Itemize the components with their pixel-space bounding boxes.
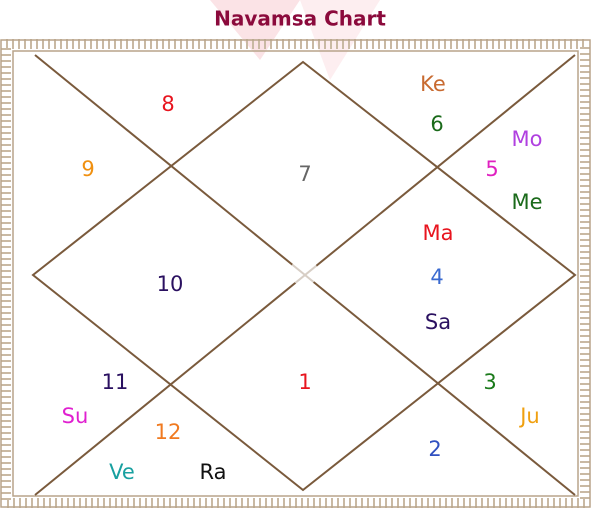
- chart-title: Navamsa Chart: [214, 7, 386, 31]
- planet: Ra: [200, 460, 227, 484]
- navamsa-chart: Navamsa Chart 7 8 9 10 11 12 1 2 3 4 5 6…: [0, 0, 591, 509]
- sign: 12: [155, 420, 182, 444]
- sign: 11: [102, 370, 129, 394]
- planet: Me: [511, 190, 542, 214]
- sign: 4: [430, 265, 443, 289]
- sign: 3: [483, 370, 496, 394]
- sign: 9: [81, 157, 94, 181]
- sign: 6: [430, 112, 443, 136]
- sign: 1: [298, 370, 311, 394]
- sign: 10: [157, 272, 184, 296]
- center-glow: [290, 258, 318, 286]
- sign: 7: [298, 162, 311, 186]
- sign: 2: [428, 437, 441, 461]
- planet: Ve: [109, 460, 135, 484]
- planet: Sa: [425, 310, 451, 334]
- planet: Mo: [512, 127, 543, 151]
- sign: 5: [485, 157, 498, 181]
- planet: Ju: [518, 404, 540, 428]
- sign: 8: [161, 92, 174, 116]
- planet: Ke: [420, 72, 446, 96]
- planet: Ma: [423, 221, 454, 245]
- planet: Su: [62, 404, 89, 428]
